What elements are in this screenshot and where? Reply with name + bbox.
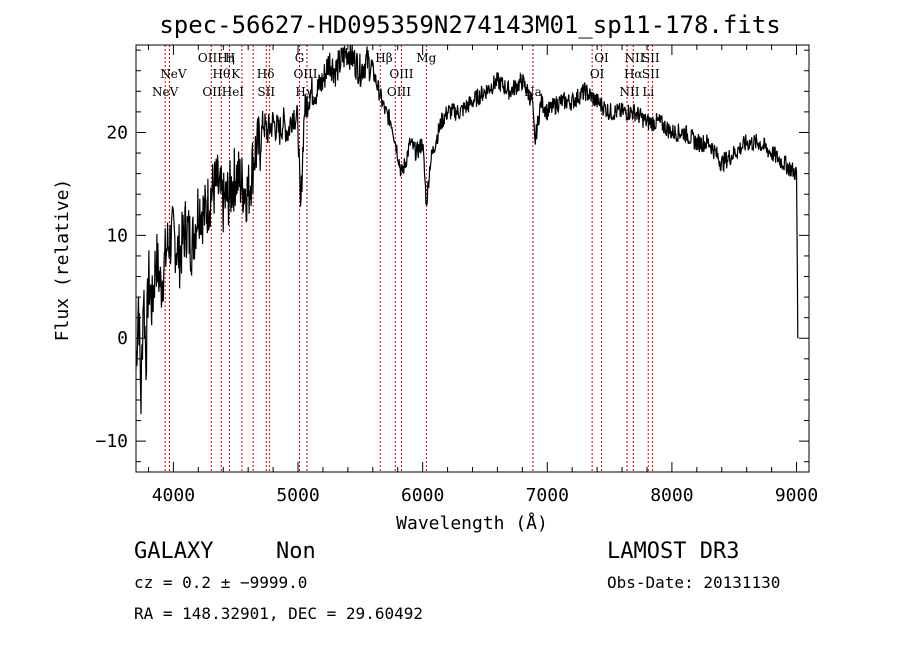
x-tick-label-5: 9000 (775, 485, 818, 506)
line-label-7: Hδ (257, 67, 275, 81)
x-tick-label-2: 6000 (401, 485, 444, 506)
line-label-4: Hθ (213, 67, 231, 81)
line-label-12: Hβ (375, 51, 392, 65)
obs-date: Obs-Date: 20131130 (607, 573, 780, 592)
x-tick-label-4: 8000 (650, 485, 693, 506)
x-tick-label-0: 4000 (152, 485, 195, 506)
y-tick-label-3: 20 (106, 122, 128, 143)
x-axis-label: Wavelength (Å) (396, 512, 548, 534)
line-label-10: OIII (293, 67, 317, 81)
y-tick-label-2: 10 (106, 225, 128, 246)
coordinates: RA = 148.32901, DEC = 29.60492 (134, 604, 423, 623)
line-label-15: Mg (416, 51, 436, 65)
line-label-18: OI (590, 67, 605, 81)
line-label-0: NeV (152, 85, 179, 99)
spectrum-line (135, 44, 799, 415)
line-label-3: H (225, 51, 235, 65)
line-label-14: OIII (387, 85, 411, 99)
chart-title: spec-56627-HD095359N274143M01_sp11-178.f… (159, 11, 780, 39)
line-label-24: Li (642, 85, 654, 99)
y-tick-label-0: −10 (95, 431, 128, 452)
y-axis-ticks: −10 0 10 20 (95, 49, 809, 463)
x-axis-ticks: 4000 5000 6000 7000 8000 9000 (147, 45, 818, 506)
y-tick-label-1: 0 (117, 328, 128, 349)
x-tick-label-3: 7000 (526, 485, 569, 506)
line-label-2: OIIHη (198, 51, 235, 65)
line-label-22: SII (642, 67, 660, 81)
y-axis-label: Flux (relative) (52, 179, 73, 342)
line-label-23: NII (620, 85, 640, 99)
line-label-8: SII (257, 85, 275, 99)
x-tick-label-1: 5000 (276, 485, 319, 506)
line-label-11: Hγ (295, 85, 313, 99)
object-class: GALAXY (134, 539, 213, 564)
line-label-20: Hα (624, 67, 643, 81)
line-label-1: NeV (160, 67, 187, 81)
line-label-21: SII (642, 51, 660, 65)
marker-lines (164, 45, 654, 472)
line-label-19: NII (625, 51, 645, 65)
object-subclass: Non (276, 539, 316, 564)
plot-frame (135, 44, 810, 473)
line-label-6: OIIHeI (202, 85, 244, 99)
line-label-17: OI (594, 51, 609, 65)
line-label-5: K (231, 67, 241, 81)
redshift-cz: cz = 0.2 ± −9999.0 (134, 573, 307, 592)
line-label-9: G (295, 51, 305, 65)
line-label-13: OIII (389, 67, 413, 81)
survey-name: LAMOST DR3 (607, 539, 739, 564)
